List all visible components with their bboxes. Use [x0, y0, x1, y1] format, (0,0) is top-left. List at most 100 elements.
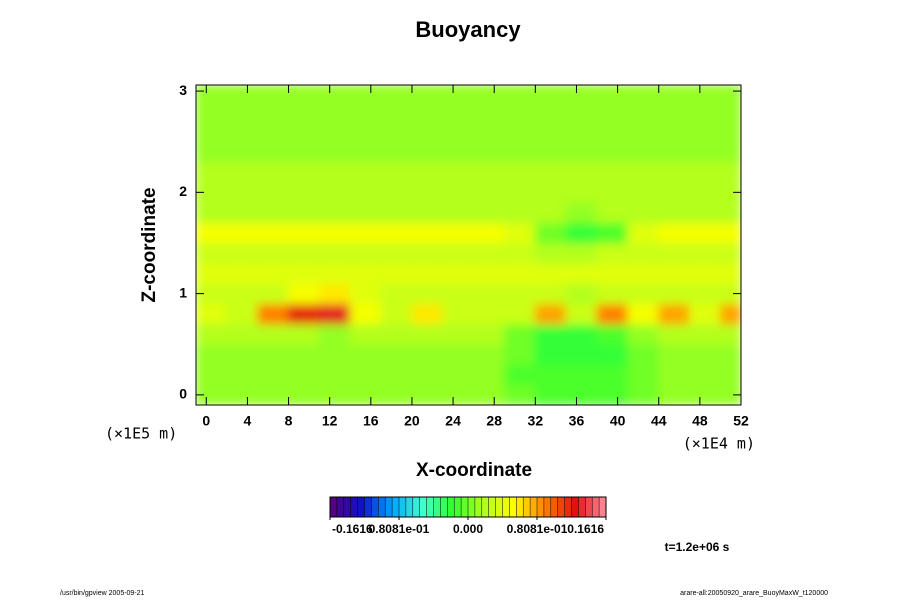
heatmap-cell [689, 303, 721, 325]
heatmap-cell [349, 181, 382, 203]
heatmap-cell [226, 100, 259, 122]
heatmap-cell [473, 363, 505, 386]
heatmap-cell [196, 181, 228, 203]
colorbar-swatch [564, 497, 572, 517]
heatmap-cell [596, 242, 629, 264]
heatmap-cell [503, 343, 536, 365]
heatmap-cell [565, 141, 598, 163]
heatmap-cell [226, 303, 259, 325]
heatmap-cell [658, 85, 691, 102]
heatmap-cell [318, 141, 351, 163]
colorbar-swatch [488, 497, 496, 517]
heatmap-cell [226, 161, 259, 183]
heatmap-cell [565, 262, 598, 284]
heatmap-cell [257, 282, 290, 305]
colorbar-swatch [592, 497, 600, 517]
heatmap-cell [442, 323, 475, 345]
heatmap-cell [257, 85, 290, 102]
colorbar-swatch [537, 497, 545, 517]
heatmap-cell [596, 141, 629, 163]
heatmap-cell [380, 242, 413, 264]
heatmap-cell [658, 141, 691, 163]
heatmap-cell [257, 384, 290, 405]
heatmap-cell [226, 201, 259, 224]
heatmap-cell [503, 120, 536, 143]
heatmap-cell [689, 181, 721, 203]
heatmap-cell [689, 222, 721, 244]
colorbar-swatch [336, 497, 345, 517]
y-tick-label: 1 [179, 284, 187, 300]
colorbar-swatch [364, 497, 372, 517]
heatmap-cell [689, 85, 721, 102]
colorbar-swatch [571, 497, 579, 517]
heatmap-cell [196, 282, 228, 305]
heatmap-cell [503, 181, 536, 203]
colorbar-swatch [550, 497, 558, 517]
colorbar-tick-label: -0.1616 [332, 522, 373, 536]
heatmap-cell [288, 120, 320, 143]
heatmap-cell [503, 161, 536, 183]
heatmap-cell [719, 161, 741, 183]
heatmap-cell [257, 161, 290, 183]
heatmap-cell [257, 120, 290, 143]
heatmap-cell [442, 85, 475, 102]
heatmap-cell [196, 120, 228, 143]
heatmap-cell [349, 141, 382, 163]
plot-frame [195, 84, 742, 406]
heatmap-cell [411, 161, 444, 183]
heatmap-cell [257, 262, 290, 284]
heatmap-cell [534, 343, 567, 365]
heatmap-cell [288, 343, 320, 365]
heatmap-cell [257, 323, 290, 345]
heatmap-cell [257, 242, 290, 264]
heatmap-cell [411, 262, 444, 284]
heatmap-cell [442, 181, 475, 203]
heatmap-cell [196, 161, 228, 183]
chart-title: Buoyancy [415, 17, 521, 42]
footer-right: arare-all:20050920_arare_BuoyMaxW_t12000… [680, 590, 828, 597]
heatmap-cell [534, 161, 567, 183]
heatmap-cell [442, 222, 475, 244]
heatmap-cell [565, 282, 598, 305]
heatmap-cell [349, 222, 382, 244]
heatmap-cell [196, 363, 228, 386]
colorbar-swatch [392, 497, 400, 517]
heatmap-cell [349, 161, 382, 183]
heatmap-cell [503, 100, 536, 122]
heatmap-cell [226, 363, 259, 386]
heatmap-cell [596, 181, 629, 203]
heatmap-cell [719, 384, 741, 405]
heatmap-cell [196, 323, 228, 345]
heatmap-cell [288, 384, 320, 405]
heatmap-cell [226, 282, 259, 305]
y-unit: (×1E5 m) [105, 425, 177, 443]
heatmap-cell [627, 222, 660, 244]
heatmap-cell [596, 201, 629, 224]
colorbar-swatch [447, 497, 455, 517]
heatmap-cell [627, 141, 660, 163]
heatmap-cell [349, 262, 382, 284]
heatmap-cell [288, 303, 320, 325]
heatmap-cell [534, 222, 567, 244]
heatmap-cell [226, 384, 259, 405]
heatmap-cell [411, 222, 444, 244]
heatmap-cell [257, 222, 290, 244]
heatmap-cell [196, 201, 228, 224]
heatmap-cell [380, 384, 413, 405]
heatmap-cell [658, 181, 691, 203]
heatmap-cell [380, 363, 413, 386]
heatmap-cell [226, 323, 259, 345]
heatmap-cell [196, 384, 228, 405]
heatmap-cell [442, 201, 475, 224]
heatmap-cell [689, 262, 721, 284]
heatmap-cell [565, 85, 598, 102]
heatmap-cell [442, 120, 475, 143]
heatmap-cell [226, 141, 259, 163]
heatmap-cell [288, 161, 320, 183]
heatmap-cell [288, 282, 320, 305]
heatmap-cell [473, 120, 505, 143]
heatmap-cell [442, 343, 475, 365]
heatmap-cell [349, 282, 382, 305]
footer-left: /usr/bin/gpview 2005-09-21 [60, 590, 145, 597]
colorbar-swatch [399, 497, 407, 517]
